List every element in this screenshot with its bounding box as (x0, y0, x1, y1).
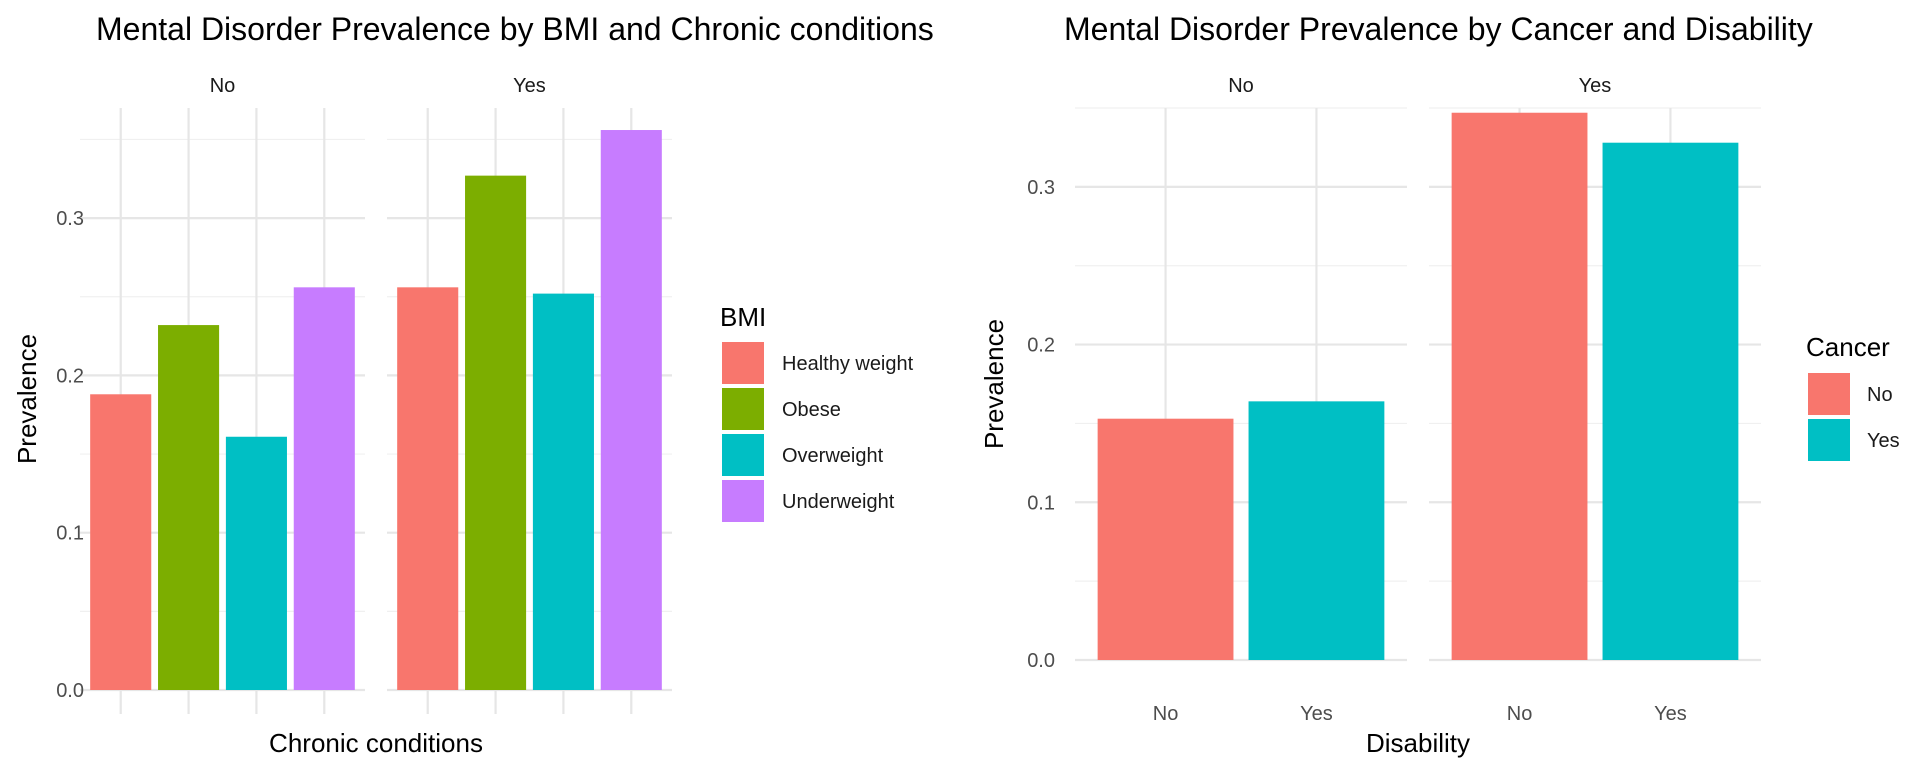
legend-title: BMI (720, 302, 766, 332)
bar-yes-yes (1602, 142, 1739, 660)
x-tick-label: No (1507, 703, 1533, 725)
bar-no-healthy-weight (90, 394, 152, 690)
facet-strip-label: No (1228, 75, 1254, 97)
y-tick-label: 0.0 (56, 680, 84, 702)
legend-label: Underweight (782, 491, 895, 513)
chart-title: Mental Disorder Prevalence by Cancer and… (1064, 11, 1813, 47)
legend-swatch (722, 434, 764, 476)
y-tick-label: 0.2 (1027, 335, 1055, 357)
legend-swatch (722, 480, 764, 522)
facet-strip-label: Yes (513, 75, 546, 97)
x-axis-title: Chronic conditions (269, 728, 483, 758)
legend-label: Healthy weight (782, 353, 914, 375)
legend-label: Yes (1867, 430, 1900, 452)
y-axis-title: Prevalence (12, 334, 42, 464)
chart-title: Mental Disorder Prevalence by BMI and Ch… (96, 11, 934, 47)
y-tick-label: 0.3 (56, 208, 84, 230)
bar-no-obese (158, 325, 220, 690)
bar-yes-underweight (600, 130, 662, 691)
bar-yes-healthy-weight (397, 287, 459, 690)
x-tick-label: Yes (1300, 703, 1333, 725)
y-tick-label: 0.1 (56, 523, 84, 545)
facet-strip-label: Yes (1579, 75, 1612, 97)
y-tick-label: 0.1 (1027, 492, 1055, 514)
facet-strip-label: No (210, 75, 236, 97)
bar-yes-obese (465, 175, 527, 691)
x-axis-title: Disability (1366, 728, 1470, 758)
bar-yes-overweight (532, 293, 594, 690)
legend-swatch (722, 388, 764, 430)
y-tick-label: 0.2 (56, 365, 84, 387)
bar-no-underweight (293, 287, 355, 690)
y-tick-label: 0.3 (1027, 177, 1055, 199)
bar-no-yes (1248, 401, 1385, 660)
y-axis-title: Prevalence (979, 319, 1009, 449)
bar-no-overweight (225, 436, 287, 690)
x-tick-label: No (1153, 703, 1179, 725)
legend-label: Overweight (782, 445, 884, 467)
legend-label: Obese (782, 399, 841, 421)
legend-swatch (722, 342, 764, 384)
bar-yes-no (1451, 112, 1588, 660)
y-tick-label: 0.0 (1027, 650, 1055, 672)
legend-title: Cancer (1806, 332, 1890, 362)
bar-no-no (1097, 418, 1234, 660)
x-tick-label: Yes (1654, 703, 1687, 725)
legend-swatch (1808, 373, 1850, 415)
legend-label: No (1867, 384, 1893, 406)
legend-swatch (1808, 419, 1850, 461)
